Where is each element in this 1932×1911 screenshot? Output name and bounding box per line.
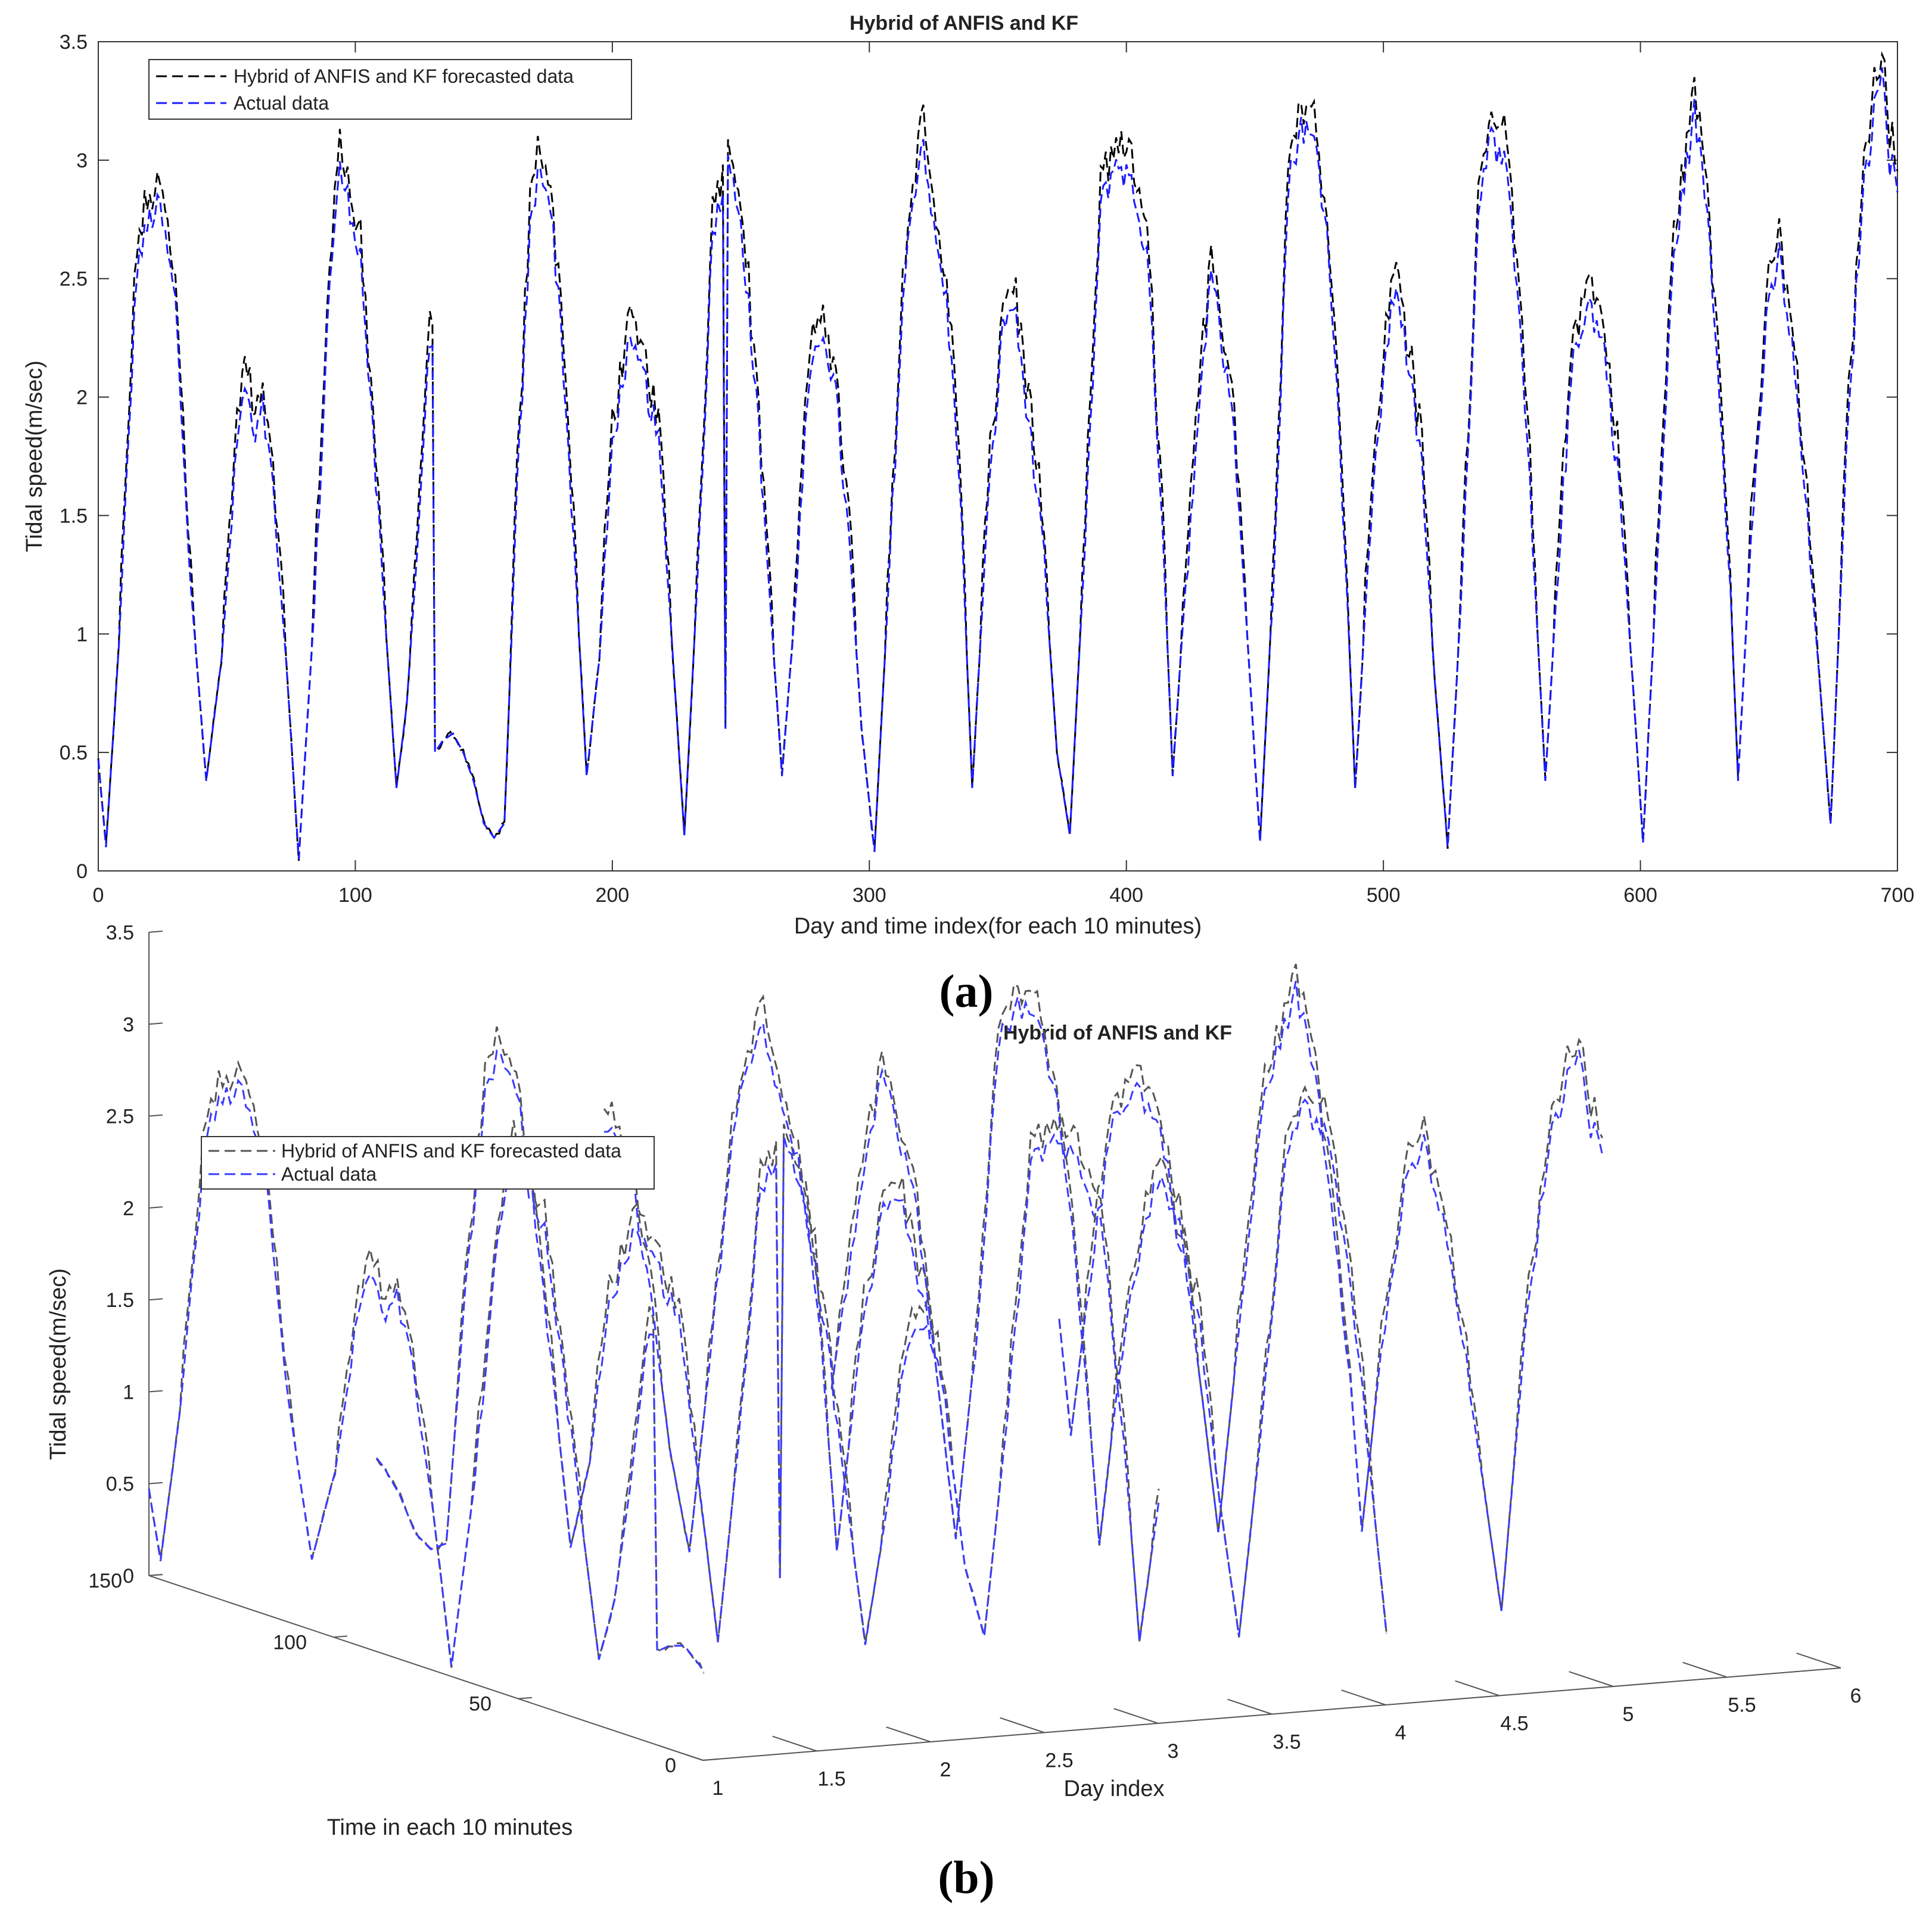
chart-a-ytick-label: 2 [76, 387, 88, 409]
chart-a-lines [97, 51, 1899, 861]
chart-a-xtick-label: 400 [1109, 884, 1143, 907]
chart-a-ytick-label: 1.5 [60, 505, 88, 527]
chart-b-speed-tick-label: 3.5 [106, 922, 134, 944]
chart-b-time-tick-mark [333, 1635, 348, 1638]
chart-b-day-tick-label: 1.5 [817, 1768, 845, 1791]
chart-b-series-forecast [1058, 963, 1603, 1611]
chart-a-xtick-label: 600 [1623, 884, 1657, 907]
chart-b-speed-tick-label: 0.5 [106, 1473, 134, 1496]
chart-b-day-tick-label: 6 [1850, 1685, 1862, 1707]
chart-a-ylabel: Tidal speed(m/sec) [22, 360, 47, 552]
chart-b-speed-tick-label: 3 [123, 1013, 134, 1036]
chart-a-series-forecast [97, 51, 1899, 861]
chart-b-title: Hybrid of ANFIS and KF [1003, 1022, 1232, 1044]
chart-b-series-actual [603, 1020, 1160, 1642]
chart-b-speed-tick-label: 2.5 [106, 1106, 134, 1128]
chart-b-day-tick-mark [1000, 1717, 1045, 1733]
chart-b-day-tick-label: 4 [1395, 1722, 1407, 1744]
chart-b-day-tick-label: 1 [713, 1777, 724, 1800]
chart-b-speed-tick-mark [148, 930, 163, 933]
chart-a-ticks: 0 100 200 300 400 500 600 700 0 0.5 1 1.5 2 2.5 3 3.5 [60, 31, 1915, 907]
chart-a-legend-forecast: Hybrid of ANFIS and KF forecasted data [234, 66, 574, 87]
chart-b-time-tick-mark [518, 1697, 533, 1700]
chart-a-legend: Hybrid of ANFIS and KF forecasted data A… [148, 59, 632, 120]
chart-b-speed-tick-mark [148, 1114, 163, 1117]
chart-b-xlabel: Day index [1064, 1776, 1165, 1801]
chart-b-speed-tick-label: 1.5 [106, 1289, 134, 1312]
chart-b-day-tick-label: 5.5 [1728, 1694, 1756, 1717]
chart-b-legend-actual: Actual data [281, 1163, 377, 1185]
chart-b-day-tick-mark [886, 1726, 931, 1742]
chart-b-day-tick-mark [772, 1735, 817, 1752]
chart-b-day-tick-mark [1227, 1698, 1273, 1715]
chart-a-series-actual [97, 67, 1899, 860]
chart-b-series-forecast [375, 1026, 932, 1644]
chart-b-day-tick-label: 2.5 [1045, 1750, 1073, 1772]
chart-a-xlabel: Day and time index(for each 10 minutes) [794, 914, 1202, 939]
chart-b-day-tick-mark [1113, 1708, 1159, 1724]
chart-b-lines [148, 963, 1604, 1674]
chart-b-speed-tick-label: 2 [123, 1197, 134, 1220]
chart-b-series-forecast [830, 983, 1387, 1638]
chart-b-day-tick-label: 3 [1168, 1740, 1179, 1763]
chart-b-day-tick-mark [1569, 1671, 1614, 1687]
chart-b-legend-forecast: Hybrid of ANFIS and KF forecasted data [281, 1140, 621, 1162]
chart-b-time-tick-mark [702, 1759, 717, 1761]
chart-b-time-axis [148, 1575, 704, 1761]
chart-a-ytick-label: 3 [76, 150, 88, 172]
chart-b-day-tick-label: 5 [1623, 1703, 1634, 1726]
chart-b-day-tick-label: 2 [940, 1759, 951, 1781]
chart-b-day-tick-mark [1341, 1689, 1386, 1705]
chart-b-speed-tick-label: 0 [123, 1565, 134, 1588]
chart-b-speed-tick-mark [148, 1022, 163, 1025]
chart-b-time-tick-label: 50 [469, 1693, 491, 1716]
chart-b-time-tick-label: 150 [88, 1570, 122, 1592]
chart-a-caption: (a) [939, 965, 994, 1017]
chart-b-time-tick-label: 100 [273, 1631, 307, 1654]
chart-b-day-tick-label: 4.5 [1500, 1713, 1528, 1735]
chart-a-ytick-label: 2.5 [60, 268, 88, 291]
chart-a-xtick-label: 700 [1881, 884, 1915, 907]
chart-b-legend-box [201, 1136, 655, 1190]
chart-a-ytick-label: 3.5 [60, 31, 88, 54]
chart-a-legend-actual: Actual data [234, 92, 329, 114]
chart-b-legend: Hybrid of ANFIS and KF forecasted data A… [201, 1136, 655, 1190]
chart-a-ytick-label: 0 [76, 860, 88, 883]
chart-b-day-tick-mark [1796, 1652, 1841, 1669]
chart-b-speed-tick-mark [148, 1390, 163, 1393]
chart-b-caption: (b) [938, 1851, 994, 1903]
chart-b-speed-tick-label: 1 [123, 1381, 134, 1403]
chart-b-zlabel: Time in each 10 minutes [327, 1815, 573, 1840]
chart-b-speed-tick-mark [148, 1298, 163, 1301]
chart-b-speed-tick-mark [148, 1482, 163, 1484]
chart-b-time-tick-label: 0 [665, 1754, 676, 1777]
chart-a-ytick-label: 0.5 [60, 742, 88, 764]
chart-b-series-forecast [148, 1060, 705, 1674]
chart-a-title: Hybrid of ANFIS and KF [850, 12, 1078, 35]
chart-b-series-actual [1058, 981, 1604, 1611]
chart-a: Hybrid of ANFIS and KF 0 100 200 300 400 500 6… [22, 12, 1914, 1017]
chart-b-day-tick-mark [1455, 1680, 1500, 1697]
chart-b-series-actual [375, 1049, 932, 1645]
chart-b-ylabel: Tidal speed(m/sec) [46, 1268, 71, 1460]
chart-b-speed-tick-mark [148, 1574, 163, 1576]
chart-a-ytick-label: 1 [76, 623, 88, 646]
chart-b-day-tick-mark [658, 1745, 704, 1761]
chart-b-speed-tick-mark [148, 1206, 163, 1209]
chart-a-xtick-label: 100 [338, 884, 372, 907]
chart-b-day-tick-label: 3.5 [1273, 1731, 1301, 1754]
chart-b: Hybrid of ANFIS and KF 1 1.5 2 2.5 3 3.5 4 4.5 5… [46, 922, 1861, 1903]
chart-a-xtick-label: 200 [595, 884, 629, 907]
chart-b-series-actual [830, 996, 1387, 1636]
chart-b-series-actual [148, 1078, 705, 1673]
chart-a-xtick-label: 500 [1367, 884, 1401, 907]
chart-a-xtick-label: 300 [853, 884, 886, 907]
chart-a-legend-box [148, 59, 632, 120]
chart-b-day-tick-mark [1682, 1661, 1728, 1678]
chart-a-axes-box [98, 41, 1898, 872]
chart-a-xtick-label: 0 [93, 884, 104, 907]
